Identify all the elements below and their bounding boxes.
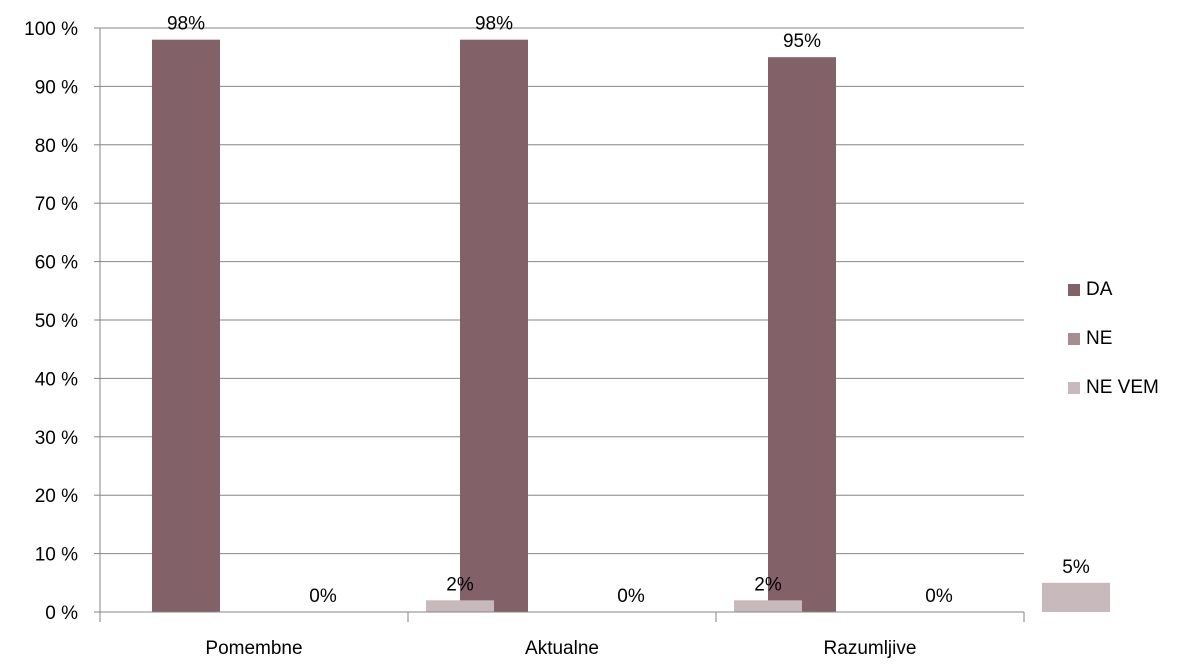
y-tick-label: 20 % bbox=[35, 486, 78, 507]
data-label: 98% bbox=[167, 14, 205, 35]
axes: 0 % 10 % 20 % 30 % 40 % 50 % 60 % 70 % 80 % 90 % 1… bbox=[24, 19, 1025, 659]
x-tick-label: Razumljive bbox=[824, 638, 917, 659]
bar-da bbox=[768, 57, 836, 612]
data-label: 0% bbox=[309, 586, 337, 607]
gridlines bbox=[100, 27, 1024, 555]
x-tick-label: Aktualne bbox=[525, 638, 599, 659]
legend-label-ne: NE bbox=[1086, 328, 1113, 349]
y-tick-label: 70 % bbox=[35, 194, 78, 215]
legend-swatch-ne-vem bbox=[1068, 382, 1080, 394]
data-label: 0% bbox=[617, 586, 645, 607]
y-tick-label: 30 % bbox=[35, 428, 78, 449]
bar-da bbox=[460, 39, 528, 613]
data-label: 95% bbox=[783, 31, 821, 52]
y-tick-label: 100 % bbox=[24, 19, 78, 40]
y-tick-label: 60 % bbox=[35, 253, 78, 274]
y-tick-label: 50 % bbox=[35, 311, 78, 332]
data-label: 98% bbox=[475, 14, 513, 35]
bar-da bbox=[152, 39, 220, 613]
y-tick-label: 10 % bbox=[35, 545, 78, 566]
legend: DA NE NE VEM bbox=[1068, 278, 1180, 425]
legend-label-ne-vem: NE VEM bbox=[1086, 377, 1159, 398]
y-tick-label: 0 % bbox=[45, 603, 78, 624]
legend-swatch-da bbox=[1068, 284, 1080, 296]
legend-swatch-ne bbox=[1068, 333, 1080, 345]
legend-item-ne-vem: NE VEM bbox=[1068, 376, 1180, 400]
data-label: 2% bbox=[754, 574, 782, 595]
y-tick-label: 90 % bbox=[35, 77, 78, 98]
bars bbox=[152, 39, 1110, 613]
data-label: 5% bbox=[1062, 557, 1090, 578]
legend-item-da: DA bbox=[1068, 278, 1180, 302]
legend-item-ne: NE bbox=[1068, 327, 1180, 351]
y-tick-label: 40 % bbox=[35, 369, 78, 390]
data-label: 0% bbox=[925, 586, 953, 607]
x-tick-label: Pomembne bbox=[205, 638, 302, 659]
data-label: 2% bbox=[446, 574, 474, 595]
bar-ne-vem bbox=[734, 600, 802, 612]
bar-ne-vem bbox=[1042, 582, 1110, 612]
data-labels: 98% 98% 95% 0% 0% 0% 2% 2% 5% bbox=[167, 14, 1090, 607]
y-tick-label: 80 % bbox=[35, 136, 78, 157]
legend-label-da: DA bbox=[1086, 279, 1113, 300]
bar-ne-vem bbox=[426, 600, 494, 612]
